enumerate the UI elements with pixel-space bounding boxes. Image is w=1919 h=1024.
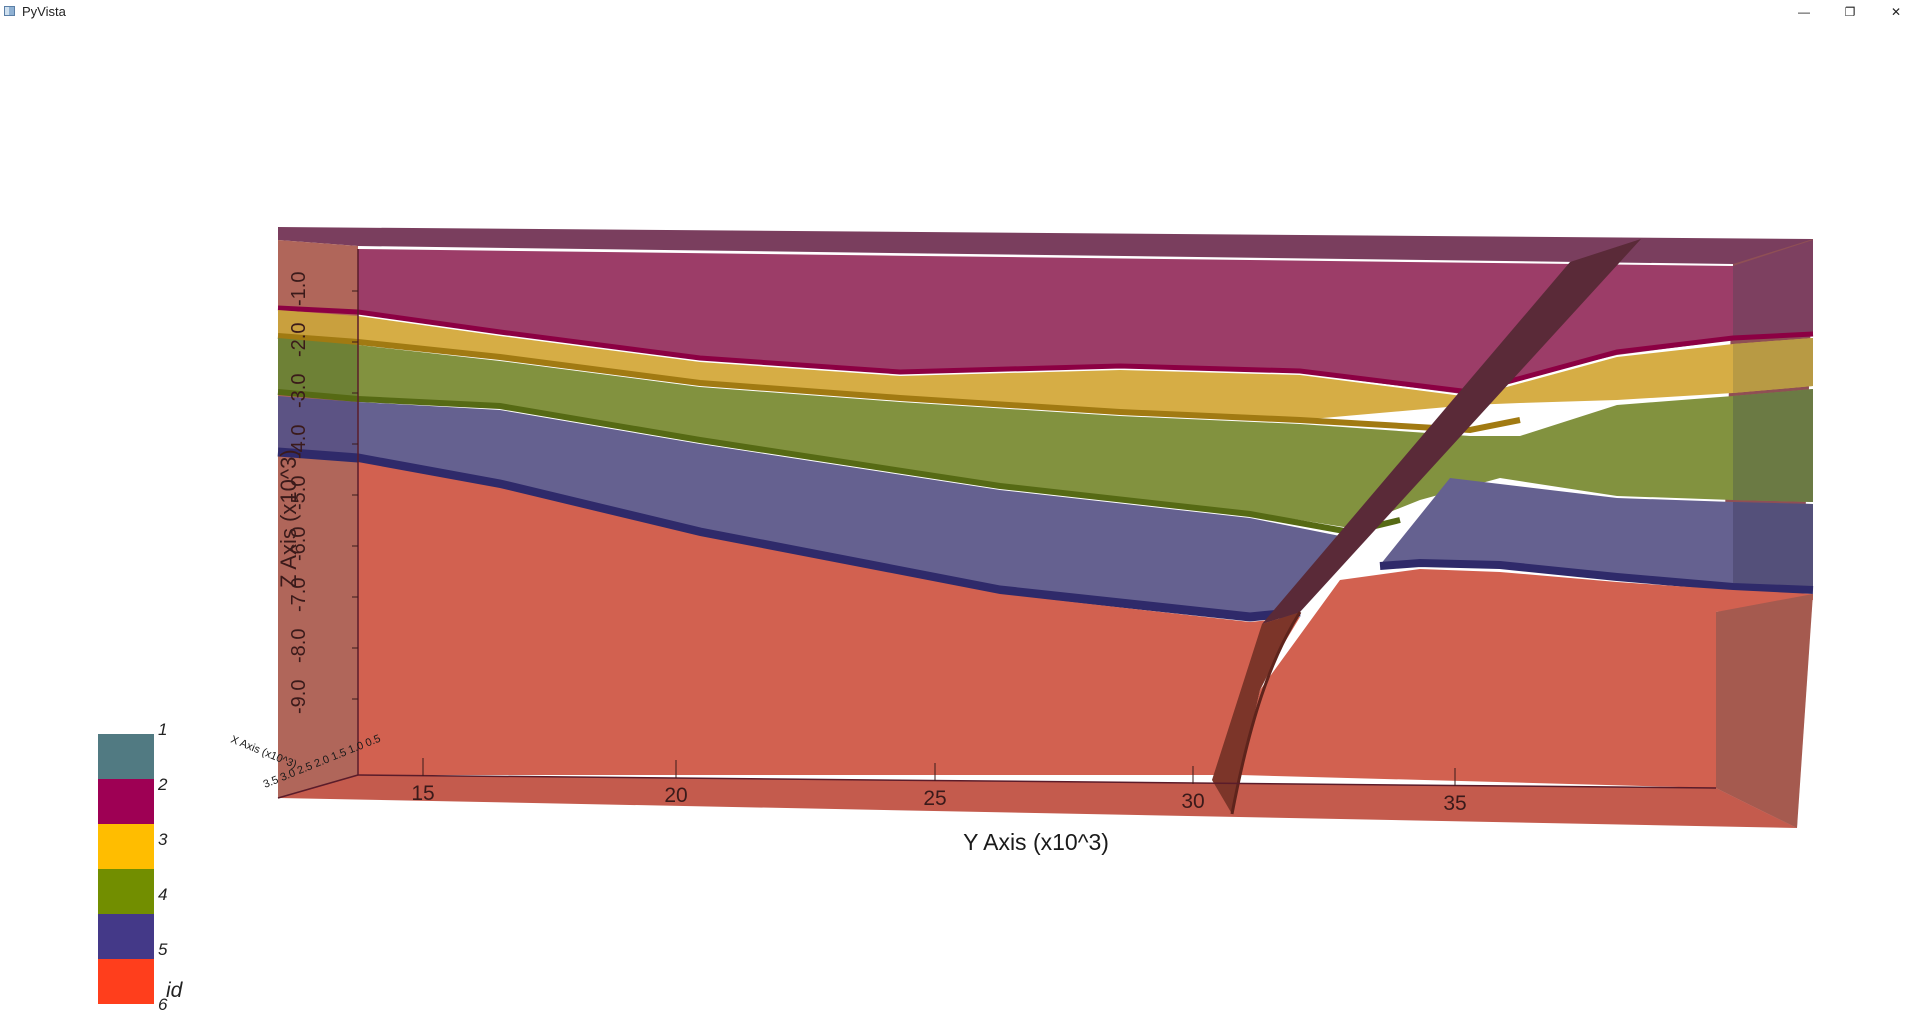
legend-swatch-2: [98, 779, 154, 824]
restore-button[interactable]: ❐: [1827, 0, 1873, 24]
layer-5-dark-rim-right: [1379, 558, 1814, 594]
legend-label: 6: [158, 995, 168, 1014]
z-tick-label: -6.0: [288, 527, 310, 561]
legend-label: 1: [158, 720, 168, 739]
legend-swatch-4: [98, 869, 154, 914]
y-axis-title: Y Axis (x10^3): [963, 829, 1109, 855]
layer-5-left-face: [278, 396, 358, 456]
z-tick-label: -8.0: [288, 629, 310, 663]
z-tick-label: -2.0: [288, 323, 310, 357]
layer-3-left-face: [278, 310, 358, 342]
fault-plane-lower: [1212, 612, 1300, 814]
close-icon: ✕: [1890, 5, 1902, 19]
z-tick-label: -1.0: [288, 272, 310, 306]
render-viewport[interactable]: -1.0 -2.0 -3.0 -4.0 -5.0 -6.0 -7.0 -8.0 …: [0, 24, 1919, 1024]
z-tick-label: -4.0: [288, 425, 310, 459]
layer-4-left-face: [278, 338, 358, 397]
layer-6-right-face: [1716, 594, 1813, 828]
y-axis-line: [357, 774, 1717, 789]
app-icon: [4, 6, 15, 16]
window-title: PyVista: [22, 4, 66, 19]
fault-plane: [1262, 239, 1641, 624]
legend-swatch-3: [98, 824, 154, 869]
fault-plane-edge: [1230, 611, 1302, 815]
layer-5-right-face: [1733, 502, 1813, 588]
legend-swatch-6: [98, 959, 154, 1004]
layer-3-surface: [358, 316, 1813, 420]
z-tick-label: -9.0: [288, 680, 310, 714]
layer-3-dark-rim: [277, 333, 1521, 434]
layer-4-dark-rim: [277, 389, 1401, 536]
layer-5-surface: [358, 402, 1350, 615]
layer-6-surface: [358, 462, 1300, 775]
legend-swatch-5: [98, 914, 154, 959]
y-tick-label: 25: [923, 787, 946, 810]
z-tick-label: -7.0: [288, 578, 310, 612]
z-axis-title: Z Axis (x10^3): [276, 449, 301, 588]
legend-swatch-1: [98, 734, 154, 779]
y-tick-label: 20: [664, 784, 687, 807]
layer-3-right-face: [1733, 338, 1813, 393]
z-axis-ticks: [352, 290, 358, 700]
z-tick-label: -3.0: [288, 374, 310, 408]
x-axis-line: [277, 774, 359, 799]
layer-5-surface-right: [1380, 478, 1813, 588]
y-tick-label: 15: [411, 782, 434, 805]
restore-icon: ❐: [1844, 5, 1856, 19]
window-titlebar: PyVista — ❐ ✕: [0, 0, 1919, 24]
z-tick-label: -5.0: [288, 476, 310, 510]
legend-label: 2: [158, 775, 168, 794]
legend-title: id: [166, 979, 183, 1002]
close-button[interactable]: ✕: [1873, 0, 1919, 24]
layer-4-right-face: [1733, 389, 1813, 502]
legend-label: 5: [158, 940, 168, 959]
legend-label: 4: [158, 885, 168, 904]
layer-2-right-face: [1733, 240, 1813, 340]
y-axis-ticks: [422, 758, 1456, 786]
box-bottom-face: [278, 775, 1797, 828]
legend-label: 3: [158, 830, 168, 849]
minimize-button[interactable]: —: [1781, 0, 1827, 24]
box-top-face: [278, 227, 1813, 268]
y-tick-label: 35: [1443, 792, 1466, 815]
y-tick-label: 30: [1181, 790, 1204, 813]
layer-2-seam: [277, 305, 1814, 395]
layer-6-surface-right: [1240, 569, 1813, 788]
minimize-icon: —: [1798, 5, 1810, 19]
